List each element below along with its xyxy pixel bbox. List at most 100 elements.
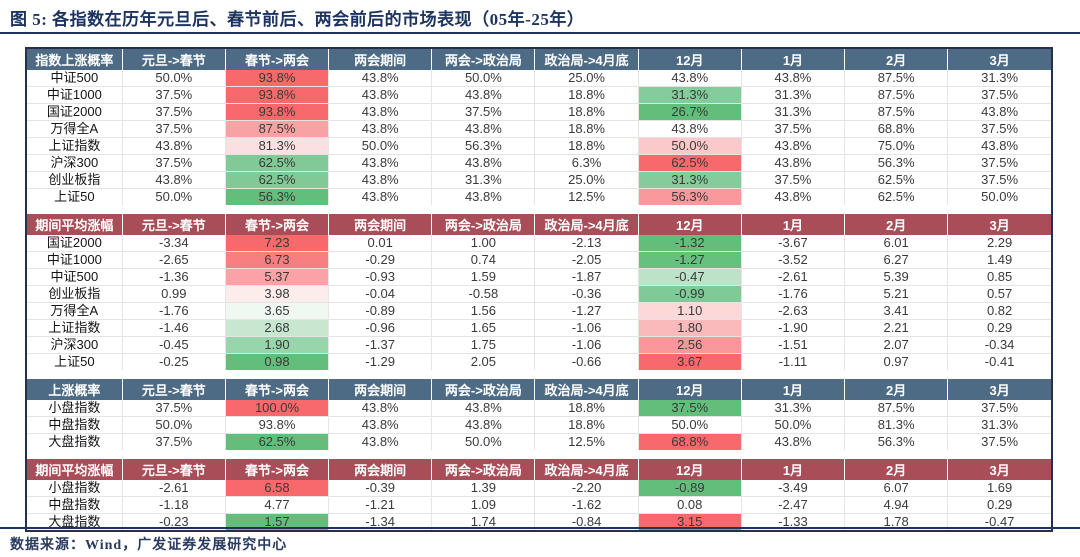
row-label: 大盘指数 [27, 513, 123, 530]
data-cell: -1.76 [741, 285, 846, 303]
data-cell: 93.8% [225, 103, 330, 121]
data-cell: 31.3% [638, 86, 742, 104]
table-header-row: 指数上涨概率 元旦->春节 春节->两会 两会期间 两会->政治局 政治局->4月底 12月… [27, 49, 1051, 70]
data-cell: 37.5% [122, 120, 226, 138]
data-cell: 37.5% [431, 103, 536, 121]
data-cell: -1.36 [122, 268, 226, 286]
data-cell: 6.58 [225, 480, 330, 497]
data-cell: 1.49 [947, 251, 1051, 269]
table-row: 中证500 -1.36 5.37 -0.93 1.59 -1.87 -0.47 -2.61 5.… [27, 268, 1051, 286]
section-label: 上涨概率 [27, 379, 123, 400]
table-row: 万得全A -1.76 3.65 -0.89 1.56 -1.27 1.10 -2.63 3.41… [27, 302, 1051, 320]
table-row: 创业板指 43.8% 62.5% 43.8% 31.3% 25.0% 31.3% 37.5% 6… [27, 171, 1051, 189]
table-row: 上证指数 43.8% 81.3% 50.0% 56.3% 18.8% 50.0% 43.8% 7… [27, 137, 1051, 155]
section-table-0: 指数上涨概率 元旦->春节 春节->两会 两会期间 两会->政治局 政治局->4月底 12月… [27, 49, 1051, 205]
data-cell: 37.5% [981, 434, 1019, 449]
data-cell: 43.8% [431, 154, 536, 172]
data-cell: 68.8% [844, 120, 949, 138]
data-cell: -3.52 [741, 251, 846, 269]
data-cell: -0.23 [122, 513, 226, 530]
column-header: 3月 [947, 379, 1051, 400]
data-cell: 31.3% [431, 171, 536, 189]
data-cell: -1.90 [741, 319, 846, 337]
column-header: 两会->政治局 [431, 214, 536, 235]
data-cell: 1.78 [844, 513, 949, 530]
data-cell: 43.8% [328, 433, 433, 450]
data-cell: 31.3% [947, 70, 1051, 87]
data-cell: 43.8% [638, 70, 742, 87]
data-cell: -2.61 [741, 268, 846, 286]
data-cell: -0.47 [984, 514, 1015, 529]
column-header: 两会->政治局 [431, 379, 536, 400]
row-label: 上证指数 [27, 319, 123, 337]
data-cell: -1.06 [534, 336, 639, 354]
data-cell: 62.5% [225, 433, 330, 450]
table-header-row: 期间平均涨幅 元旦->春节 春节->两会 两会期间 两会->政治局 政治局->4月底 12月… [27, 459, 1051, 480]
data-cell: 43.8% [638, 120, 742, 138]
data-cell: -2.65 [122, 251, 226, 269]
data-cell: -2.61 [122, 480, 226, 497]
table-row: 上证50 -0.25 0.98 -1.29 2.05 -0.66 3.67 -1.11 0.97… [27, 353, 1051, 370]
column-header: 元旦->春节 [122, 459, 226, 480]
data-cell: 5.39 [844, 268, 949, 286]
section-table-1: 期间平均涨幅 元旦->春节 春节->两会 两会期间 两会->政治局 政治局->4月底 12月… [27, 214, 1051, 370]
row-label: 创业板指 [27, 171, 123, 189]
data-cell: 81.3% [844, 416, 949, 434]
data-cell: -0.47 [638, 268, 742, 286]
data-cell: -0.89 [638, 480, 742, 497]
data-cell: 43.8% [431, 120, 536, 138]
data-cell: 37.5% [122, 103, 226, 121]
data-cell: 37.5% [741, 120, 846, 138]
row-label: 国证2000 [27, 103, 123, 121]
data-cell: -1.32 [638, 235, 742, 252]
data-cell: -3.67 [741, 235, 846, 252]
data-cell: 56.3% [844, 433, 949, 450]
data-cell: 43.8% [947, 103, 1051, 121]
section-label: 期间平均涨幅 [27, 214, 123, 235]
column-header: 3月 [947, 214, 1051, 235]
data-cell: 43.8% [947, 137, 1051, 155]
column-header: 春节->两会 [225, 214, 330, 235]
title-divider-line [0, 32, 1080, 34]
table-row: 小盘指数 -2.61 6.58 -0.39 1.39 -2.20 -0.89 -3.49 6.0… [27, 480, 1051, 497]
row-label: 上证50 [27, 353, 123, 370]
data-cell: 37.5% [947, 154, 1051, 172]
data-cell: 6.27 [844, 251, 949, 269]
data-cell: 56.3% [638, 188, 742, 205]
data-cell: 43.8% [741, 70, 846, 87]
data-cell: 31.3% [947, 416, 1051, 434]
data-cell: -0.84 [534, 513, 639, 530]
data-cell: 2.05 [431, 353, 536, 370]
data-cell: 43.8% [122, 171, 226, 189]
data-cell: -0.41 [984, 354, 1015, 369]
data-cell: -2.13 [534, 235, 639, 252]
data-cell: 3.15 [638, 513, 742, 530]
data-cell: 1.57 [225, 513, 330, 530]
row-label: 上证50 [27, 188, 123, 205]
data-cell: -1.87 [534, 268, 639, 286]
data-cell: 0.99 [122, 285, 226, 303]
data-cell: 1.00 [431, 235, 536, 252]
data-cell: 68.8% [638, 433, 742, 450]
row-label: 沪深300 [27, 154, 123, 172]
table-row: 中证1000 37.5% 93.8% 43.8% 43.8% 18.8% 31.3% 31.3… [27, 86, 1051, 104]
data-cell: 1.90 [225, 336, 330, 354]
column-header: 12月 [638, 379, 742, 400]
row-label: 中证1000 [27, 251, 123, 269]
data-cell: 18.8% [534, 86, 639, 104]
column-header: 2月 [844, 459, 949, 480]
data-cell: 18.8% [534, 400, 639, 417]
data-cell: 3.41 [844, 302, 949, 320]
data-cell: 43.8% [328, 120, 433, 138]
row-label: 中证1000 [27, 86, 123, 104]
data-cell: 1.09 [431, 496, 536, 514]
column-header: 政治局->4月底 [534, 49, 639, 70]
column-header: 两会期间 [328, 214, 433, 235]
column-header: 春节->两会 [225, 459, 330, 480]
data-cell: 31.3% [741, 103, 846, 121]
data-cell: -1.29 [328, 353, 433, 370]
data-cell: 93.8% [225, 70, 330, 87]
data-cell: 6.3% [534, 154, 639, 172]
table-row: 大盘指数 37.5% 62.5% 43.8% 50.0% 12.5% 68.8% 43.8% 5… [27, 433, 1051, 450]
data-cell: 6.01 [844, 235, 949, 252]
